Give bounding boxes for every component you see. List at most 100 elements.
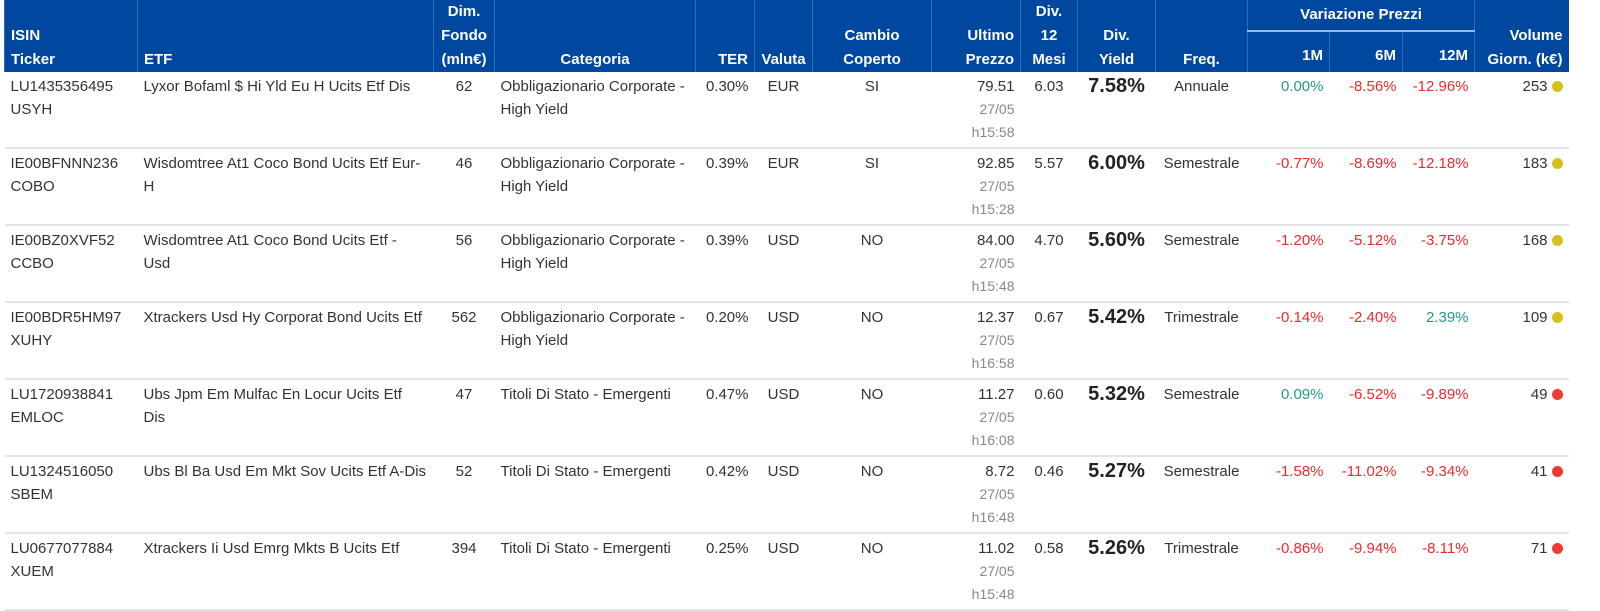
prezzo: 79.51	[976, 78, 1015, 95]
freq: Semestrale	[1155, 225, 1248, 303]
header-cambio-coperto[interactable]: Cambio Coperto	[812, 0, 932, 72]
etf-table: ISIN Ticker ETF Dim. Fondo (mln€) Categoria…	[4, 0, 1569, 611]
freq: Trimestrale	[1155, 533, 1248, 611]
freq: Semestrale	[1155, 456, 1248, 534]
categoria: Obbligazionario Corporate - High Yield	[494, 148, 696, 226]
table-row[interactable]: LU0677077884 XUEM Xtrackers Ii Usd Emrg M…	[4, 533, 1569, 611]
div-12-mesi: 0.58	[1020, 533, 1078, 611]
price-date: 27/05	[979, 178, 1015, 194]
price-date: 27/05	[979, 101, 1015, 117]
liquidity-dot-icon	[1551, 312, 1563, 323]
dim-fondo: 46	[433, 148, 495, 226]
ter: 0.39%	[695, 225, 755, 303]
prezzo: 12.37	[976, 309, 1015, 326]
valuta: EUR	[754, 72, 813, 149]
header-valuta[interactable]: Valuta	[754, 0, 813, 72]
header-12m[interactable]: 12M	[1401, 31, 1475, 72]
div-12-mesi: 4.70	[1020, 225, 1078, 303]
categoria: Obbligazionario Corporate - High Yield	[494, 72, 696, 149]
liquidity-dot-icon	[1551, 389, 1563, 400]
header-categoria[interactable]: Categoria	[494, 0, 696, 72]
var-12m: -9.89%	[1402, 379, 1475, 457]
var-12m: -12.18%	[1402, 148, 1475, 226]
var-1m: 0.09%	[1247, 379, 1330, 457]
var-6m: -5.12%	[1329, 225, 1403, 303]
isin-cell: IE00BFNNN236 COBO	[4, 148, 138, 226]
price-date: 27/05	[979, 332, 1015, 348]
var-1m: -1.20%	[1247, 225, 1330, 303]
isin[interactable]: LU1324516050	[10, 463, 114, 480]
etf-name[interactable]: Ubs Bl Ba Usd Em Mkt Sov Ucits Etf A-Dis	[137, 456, 434, 534]
isin[interactable]: IE00BDR5HM97	[10, 309, 122, 326]
table-row[interactable]: IE00BZ0XVF52 CCBO Wisdomtree At1 Coco Bon…	[4, 225, 1569, 303]
isin[interactable]: LU0677077884	[10, 540, 114, 557]
header-isin-ticker[interactable]: ISIN Ticker	[4, 0, 138, 72]
isin[interactable]: LU1720938841	[10, 386, 114, 403]
ultimo-prezzo-cell: 8.72 27/05 h16:48	[931, 456, 1021, 534]
ticker: USYH	[10, 101, 53, 118]
var-6m: -11.02%	[1329, 456, 1403, 534]
ticker: SBEM	[10, 486, 54, 503]
header-etf[interactable]: ETF	[137, 0, 434, 72]
dim-fondo: 47	[433, 379, 495, 457]
prezzo: 11.02	[978, 540, 1015, 557]
cambio-coperto: NO	[812, 302, 932, 380]
ter: 0.20%	[695, 302, 755, 380]
var-1m: -1.58%	[1247, 456, 1330, 534]
header-div-yield[interactable]: Div. Yield	[1077, 0, 1156, 72]
header-ter[interactable]: TER	[695, 0, 755, 72]
table-row[interactable]: LU1720938841 EMLOC Ubs Jpm Em Mulfac En L…	[4, 379, 1569, 457]
header-ultimo-prezzo[interactable]: Ultimo Prezzo	[931, 0, 1021, 72]
volume: 71	[1530, 540, 1548, 557]
volume: 49	[1530, 386, 1548, 403]
var-12m: -8.11%	[1402, 533, 1475, 611]
header-freq[interactable]: Freq.	[1155, 0, 1248, 72]
etf-name[interactable]: Wisdomtree At1 Coco Bond Ucits Etf Eur-H	[137, 148, 434, 226]
header-6m[interactable]: 6M	[1329, 31, 1403, 72]
table-row[interactable]: IE00BFNNN236 COBO Wisdomtree At1 Coco Bon…	[4, 148, 1569, 226]
prezzo: 84.00	[976, 232, 1015, 249]
isin[interactable]: LU1435356495	[10, 78, 114, 95]
freq: Semestrale	[1155, 148, 1248, 226]
ter: 0.30%	[695, 72, 755, 149]
liquidity-dot-icon	[1551, 543, 1563, 554]
prezzo: 8.72	[985, 463, 1015, 480]
categoria: Titoli Di Stato - Emergenti	[494, 456, 696, 534]
liquidity-dot-icon	[1551, 466, 1563, 477]
dim-fondo: 562	[433, 302, 495, 380]
isin-cell: LU1435356495 USYH	[4, 72, 138, 149]
prezzo: 11.27	[978, 386, 1015, 403]
etf-name[interactable]: Xtrackers Usd Hy Corporat Bond Ucits Etf	[137, 302, 434, 380]
header-dim-fondo[interactable]: Dim. Fondo (mln€)	[433, 0, 495, 72]
freq: Annuale	[1155, 72, 1248, 149]
isin[interactable]: IE00BFNNN236	[10, 155, 119, 172]
etf-name[interactable]: Ubs Jpm Em Mulfac En Locur Ucits Etf Dis	[137, 379, 434, 457]
ticker: CCBO	[10, 255, 54, 272]
div-12-mesi: 6.03	[1020, 72, 1078, 149]
etf-name[interactable]: Wisdomtree At1 Coco Bond Ucits Etf - Usd	[137, 225, 434, 303]
header-1m[interactable]: 1M	[1247, 31, 1330, 72]
ultimo-prezzo-cell: 84.00 27/05 h15:48	[931, 225, 1021, 303]
ter: 0.47%	[695, 379, 755, 457]
isin[interactable]: IE00BZ0XVF52	[10, 232, 115, 249]
var-6m: -8.56%	[1329, 72, 1403, 149]
ultimo-prezzo-cell: 12.37 27/05 h16:58	[931, 302, 1021, 380]
categoria: Obbligazionario Corporate - High Yield	[494, 225, 696, 303]
table-row[interactable]: IE00BDR5HM97 XUHY Xtrackers Usd Hy Corpor…	[4, 302, 1569, 380]
table-row[interactable]: LU1324516050 SBEM Ubs Bl Ba Usd Em Mkt So…	[4, 456, 1569, 534]
price-time: h16:58	[971, 355, 1015, 371]
valuta: USD	[754, 533, 813, 611]
valuta: EUR	[754, 148, 813, 226]
etf-name[interactable]: Xtrackers Ii Usd Emrg Mkts B Ucits Etf	[137, 533, 434, 611]
header-div-12-mesi[interactable]: Div. 12 Mesi	[1020, 0, 1078, 72]
header-volume[interactable]: Volume Giorn. (k€)	[1474, 0, 1569, 72]
volume-cell: 109	[1474, 302, 1569, 380]
isin-cell: IE00BZ0XVF52 CCBO	[4, 225, 138, 303]
table-row[interactable]: LU1435356495 USYH Lyxor Bofaml $ Hi Yld E…	[4, 72, 1569, 149]
cambio-coperto: NO	[812, 379, 932, 457]
cambio-coperto: SI	[812, 148, 932, 226]
div-12-mesi: 5.57	[1020, 148, 1078, 226]
etf-name[interactable]: Lyxor Bofaml $ Hi Yld Eu H Ucits Etf Dis	[137, 72, 434, 149]
dim-fondo: 56	[433, 225, 495, 303]
volume-cell: 49	[1474, 379, 1569, 457]
